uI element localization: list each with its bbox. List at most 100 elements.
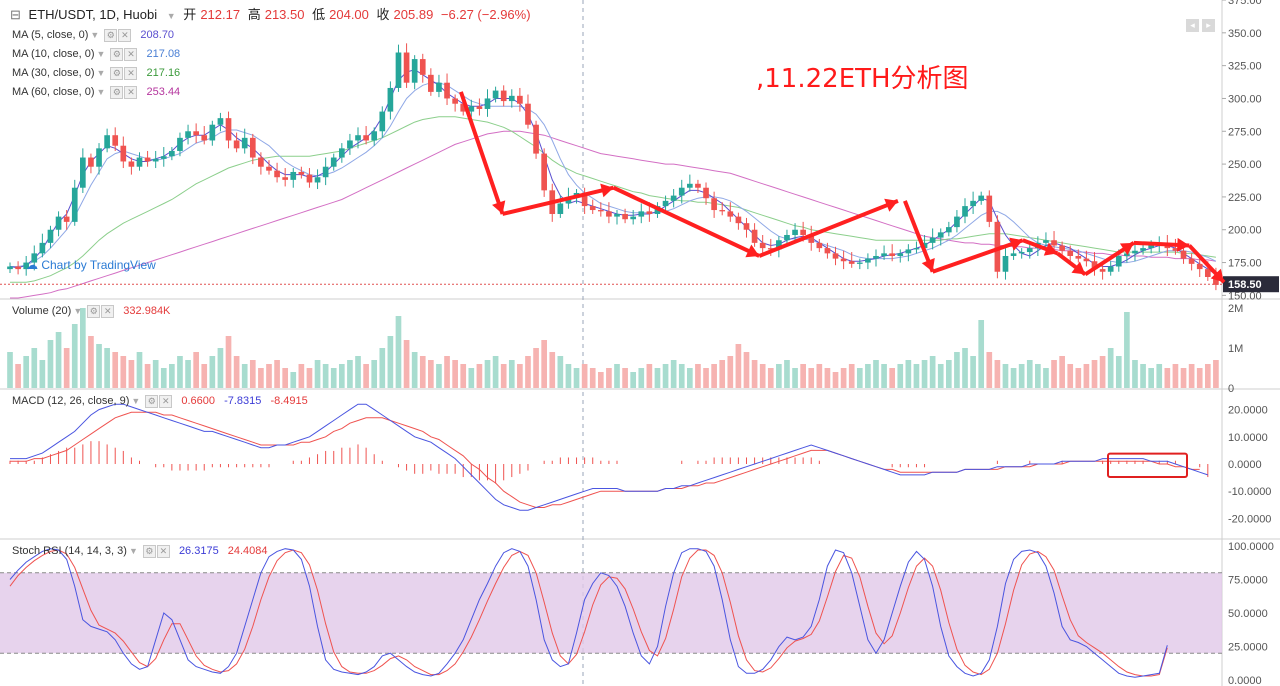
candle <box>387 87 394 112</box>
close-icon[interactable]: ✕ <box>124 85 138 99</box>
close-icon[interactable]: ✕ <box>124 47 138 61</box>
volume-bar <box>703 368 709 388</box>
trend-arrow-head <box>1176 237 1190 252</box>
volume-bar <box>1067 364 1074 388</box>
volume-legend[interactable]: Volume (20) ▼ ⚙ ✕ 332.984K <box>12 304 170 318</box>
highlight-box <box>1107 452 1188 479</box>
stoch-d-line <box>9 549 1168 677</box>
volume-bar <box>387 336 394 388</box>
high-value: 213.50 <box>264 7 305 22</box>
chevron-down-icon[interactable]: ▼ <box>96 87 106 97</box>
close-icon[interactable]: ✕ <box>101 304 115 318</box>
gear-icon[interactable]: ⚙ <box>142 544 156 558</box>
indicator-ma30[interactable]: MA (30, close, 0) ▼ ⚙ ✕ 217.16 <box>12 66 180 80</box>
gear-icon[interactable]: ⚙ <box>104 28 118 42</box>
volume-bar <box>241 364 248 388</box>
scroll-right-icon[interactable]: ▸ <box>1202 19 1215 32</box>
indicator-ma5[interactable]: MA (5, close, 0) ▼ ⚙ ✕ 208.70 <box>12 28 174 42</box>
chevron-down-icon[interactable]: ▼ <box>90 30 100 40</box>
indicator-value: 253.44 <box>146 86 181 98</box>
candle <box>751 229 758 243</box>
candle <box>403 52 410 83</box>
volume-bar <box>589 368 596 388</box>
indicator-ma10[interactable]: MA (10, close, 0) ▼ ⚙ ✕ 217.08 <box>12 47 180 61</box>
candle <box>55 216 62 230</box>
macd-legend[interactable]: MACD (12, 26, close, 9) ▼ ⚙ ✕ 0.6600 -7.831… <box>12 394 308 408</box>
close-icon[interactable]: ✕ <box>124 66 138 80</box>
gear-icon[interactable]: ⚙ <box>110 47 124 61</box>
volume-bar <box>63 348 70 388</box>
volume-bar <box>1075 368 1082 388</box>
volume-bar <box>290 372 297 388</box>
chevron-down-icon[interactable]: ▼ <box>128 546 138 556</box>
current-price-tag <box>1223 276 1279 293</box>
volume-bar <box>209 356 216 388</box>
collapse-icon[interactable]: ⊟ <box>10 7 21 22</box>
candle <box>128 161 135 167</box>
scroll-left-icon[interactable]: ◂ <box>1186 19 1199 32</box>
stoch-tick-label: 25.0000 <box>1228 642 1268 654</box>
chevron-down-icon[interactable]: ▼ <box>96 68 106 78</box>
candle <box>856 262 863 264</box>
candle <box>7 266 13 270</box>
volume-bar <box>371 360 378 388</box>
volume-bar <box>144 364 151 388</box>
volume-bar <box>1172 364 1179 388</box>
candle <box>136 157 143 167</box>
candle <box>832 253 839 259</box>
volume-bar <box>88 336 94 388</box>
chevron-down-icon[interactable]: ▼ <box>73 306 83 316</box>
volume-bar <box>185 360 191 388</box>
trend-arrow-head <box>1009 237 1023 251</box>
volume-bar <box>395 316 402 388</box>
candle <box>1140 248 1146 251</box>
candle <box>468 106 475 112</box>
indicator-label: MA (60, close, 0) <box>12 86 95 98</box>
close-icon[interactable]: ✕ <box>156 544 170 558</box>
gear-icon[interactable]: ⚙ <box>145 394 159 408</box>
close-icon[interactable]: ✕ <box>159 394 173 408</box>
volume-bar <box>848 364 855 388</box>
close-icon[interactable]: ✕ <box>118 28 132 42</box>
candle <box>71 187 78 222</box>
volume-bar <box>363 364 369 388</box>
candle <box>986 195 993 222</box>
gear-icon[interactable]: ⚙ <box>110 66 124 80</box>
tradingview-logo[interactable]: ☁ Chart by TradingView <box>26 258 156 272</box>
candle <box>47 229 54 243</box>
symbol-title[interactable]: ETH/USDT, 1D, Huobi <box>28 7 158 22</box>
y-tick-label: 200.00 <box>1228 225 1262 237</box>
chevron-down-icon[interactable]: ▼ <box>131 396 141 406</box>
trend-arrow-head <box>492 200 506 214</box>
volume-bar <box>1156 364 1163 388</box>
candle <box>31 253 38 263</box>
volume-bar <box>719 360 726 388</box>
stoch-legend[interactable]: Stoch RSI (14, 14, 3, 3) ▼ ⚙ ✕ 26.3175 24.4… <box>12 544 268 558</box>
volume-bar <box>55 332 62 388</box>
volume-bar <box>39 360 46 388</box>
candle <box>1026 248 1033 253</box>
candle <box>703 187 709 199</box>
logo-text: Chart by TradingView <box>41 258 156 272</box>
volume-bar <box>1083 364 1090 388</box>
volume-bar <box>428 360 434 388</box>
trend-arrow-head <box>1210 268 1224 283</box>
volume-bar <box>840 368 847 388</box>
indicator-label: MA (30, close, 0) <box>12 67 95 79</box>
indicator-ma60[interactable]: MA (60, close, 0) ▼ ⚙ ✕ 253.44 <box>12 85 180 99</box>
volume-bar <box>201 364 208 388</box>
candle <box>727 211 734 217</box>
chevron-down-icon[interactable]: ▼ <box>96 49 106 59</box>
volume-bar <box>776 364 782 388</box>
candle <box>80 157 86 188</box>
candle <box>233 140 240 149</box>
gear-icon[interactable]: ⚙ <box>87 304 101 318</box>
gear-icon[interactable]: ⚙ <box>110 85 124 99</box>
candle <box>258 157 264 167</box>
trend-arrow-head <box>745 244 760 258</box>
volume-bar <box>193 352 199 388</box>
cloud-icon: ☁ <box>26 258 38 272</box>
trend-arrow-line <box>758 198 899 258</box>
chevron-down-icon[interactable]: ▼ <box>166 11 176 21</box>
